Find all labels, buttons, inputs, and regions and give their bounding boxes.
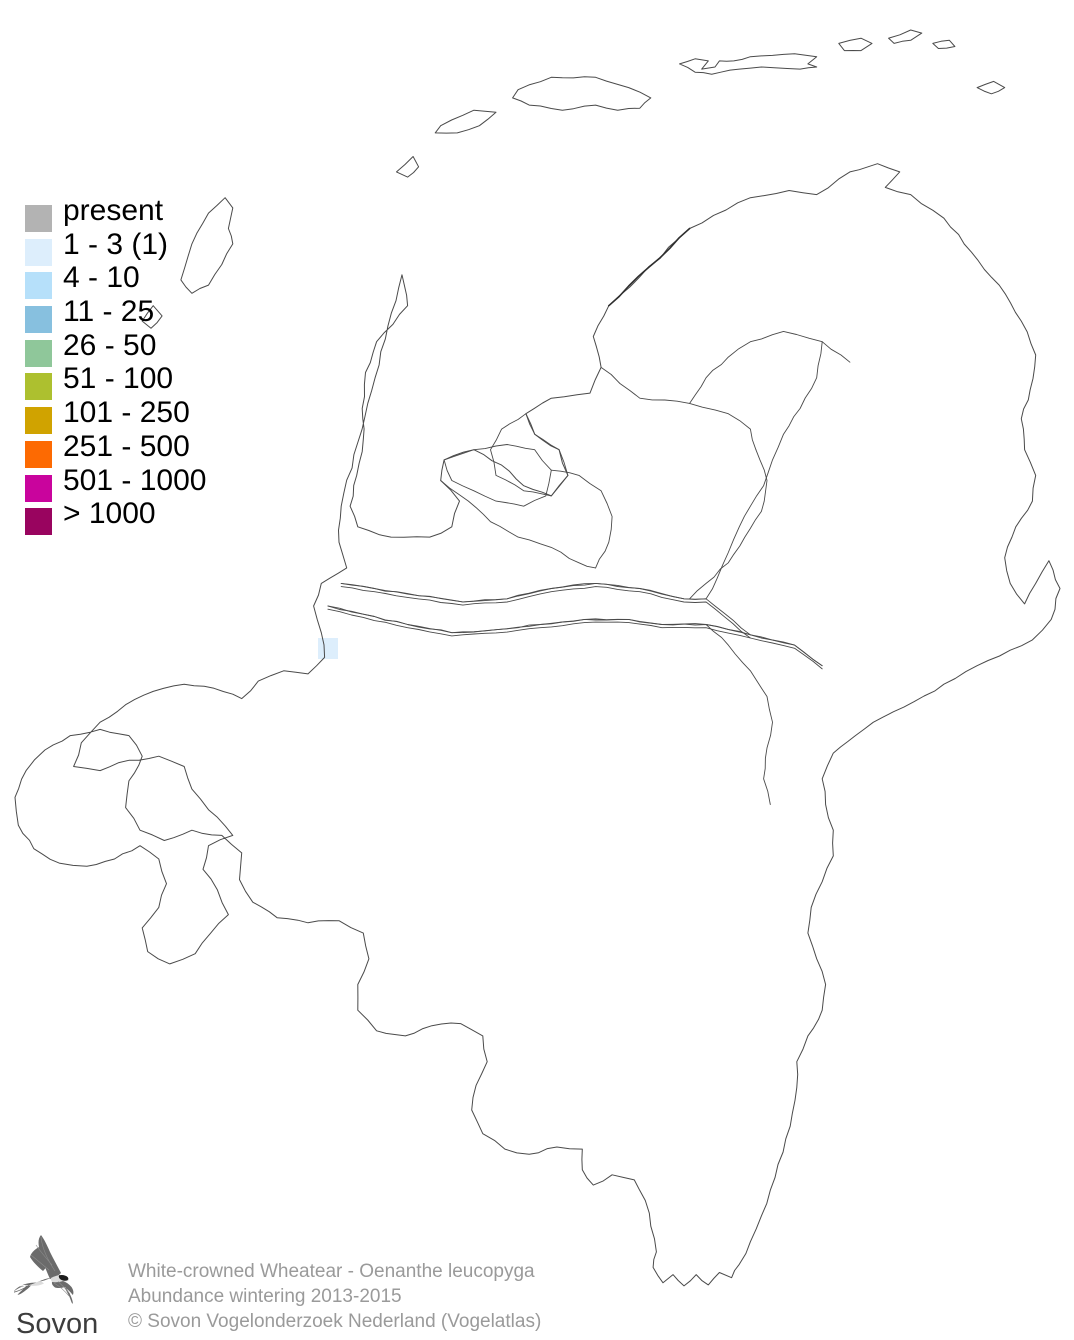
svg-text:Sovon: Sovon <box>16 1308 98 1338</box>
